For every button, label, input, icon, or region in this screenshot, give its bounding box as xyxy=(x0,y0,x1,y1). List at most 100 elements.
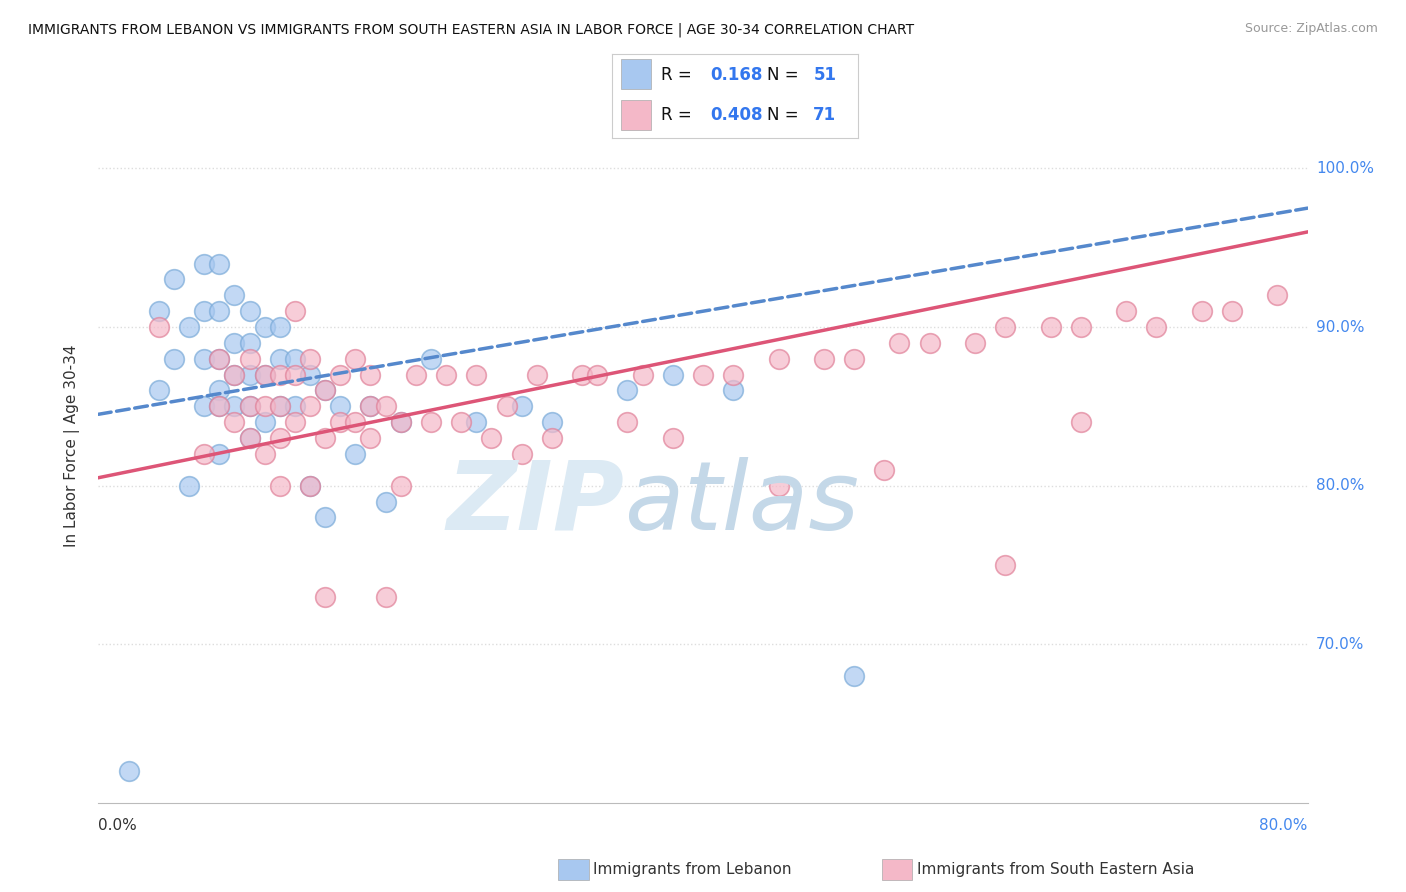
Point xyxy=(239,351,262,366)
Point xyxy=(616,415,638,429)
Point xyxy=(208,351,231,366)
Point xyxy=(540,431,562,445)
Text: 0.0%: 0.0% xyxy=(98,818,138,832)
Point xyxy=(918,335,941,350)
Point xyxy=(163,272,186,286)
Point xyxy=(994,320,1017,334)
Point xyxy=(148,384,170,398)
Point xyxy=(434,368,457,382)
Point xyxy=(389,415,412,429)
Text: ZIP: ZIP xyxy=(447,457,624,549)
Point xyxy=(721,384,744,398)
Point xyxy=(510,400,533,414)
Point xyxy=(1115,304,1137,318)
Point xyxy=(208,447,231,461)
Point xyxy=(299,478,322,492)
Text: Immigrants from South Eastern Asia: Immigrants from South Eastern Asia xyxy=(917,863,1194,877)
Point xyxy=(1144,320,1167,334)
Point xyxy=(631,368,654,382)
Point xyxy=(540,415,562,429)
Point xyxy=(344,351,367,366)
Point xyxy=(419,415,441,429)
Point xyxy=(465,368,488,382)
Point xyxy=(465,415,488,429)
Point xyxy=(193,447,215,461)
Point xyxy=(768,478,790,492)
Point xyxy=(193,304,215,318)
Point xyxy=(253,368,276,382)
Point xyxy=(284,368,307,382)
Point xyxy=(586,368,609,382)
Point xyxy=(253,400,276,414)
Text: 0.168: 0.168 xyxy=(710,66,762,84)
Point xyxy=(1070,320,1092,334)
Point xyxy=(208,304,231,318)
Point xyxy=(374,494,396,508)
Point xyxy=(239,368,262,382)
Point xyxy=(360,431,382,445)
Point xyxy=(148,304,170,318)
Point xyxy=(299,351,322,366)
Point xyxy=(889,335,911,350)
Point xyxy=(965,335,987,350)
Text: 90.0%: 90.0% xyxy=(1316,319,1364,334)
Point xyxy=(208,351,231,366)
Point xyxy=(253,415,276,429)
Point xyxy=(994,558,1017,572)
Point xyxy=(1220,304,1243,318)
Point xyxy=(844,669,866,683)
Point xyxy=(239,431,262,445)
Point xyxy=(253,368,276,382)
Point xyxy=(299,368,322,382)
Point xyxy=(224,368,246,382)
Point xyxy=(389,415,412,429)
Point xyxy=(844,351,866,366)
Point xyxy=(208,400,231,414)
Point xyxy=(148,320,170,334)
Point xyxy=(269,351,291,366)
Point xyxy=(510,447,533,461)
Point xyxy=(118,764,141,778)
Point xyxy=(239,400,262,414)
Text: N =: N = xyxy=(766,66,803,84)
Point xyxy=(314,431,336,445)
Point xyxy=(616,384,638,398)
Text: 70.0%: 70.0% xyxy=(1316,637,1364,652)
Bar xyxy=(621,60,651,89)
Point xyxy=(269,431,291,445)
Point xyxy=(314,590,336,604)
Text: N =: N = xyxy=(766,106,803,124)
Point xyxy=(374,400,396,414)
Point xyxy=(163,351,186,366)
Point xyxy=(253,447,276,461)
Point xyxy=(284,351,307,366)
Point xyxy=(360,400,382,414)
Point xyxy=(692,368,714,382)
Text: 71: 71 xyxy=(813,106,837,124)
Point xyxy=(661,431,683,445)
Point xyxy=(284,415,307,429)
Point xyxy=(768,351,790,366)
Point xyxy=(239,335,262,350)
Point xyxy=(224,368,246,382)
Point xyxy=(224,335,246,350)
Point xyxy=(193,400,215,414)
Point xyxy=(269,478,291,492)
Point xyxy=(284,400,307,414)
Point xyxy=(571,368,593,382)
Point xyxy=(419,351,441,366)
Text: Immigrants from Lebanon: Immigrants from Lebanon xyxy=(593,863,792,877)
Point xyxy=(239,431,262,445)
Point xyxy=(1265,288,1288,302)
Point xyxy=(224,415,246,429)
Y-axis label: In Labor Force | Age 30-34: In Labor Force | Age 30-34 xyxy=(65,344,80,548)
Point xyxy=(360,368,382,382)
Point xyxy=(253,320,276,334)
Point xyxy=(873,463,896,477)
Point xyxy=(269,400,291,414)
Point xyxy=(269,400,291,414)
Point xyxy=(208,384,231,398)
Point xyxy=(360,400,382,414)
Point xyxy=(208,400,231,414)
Point xyxy=(224,400,246,414)
